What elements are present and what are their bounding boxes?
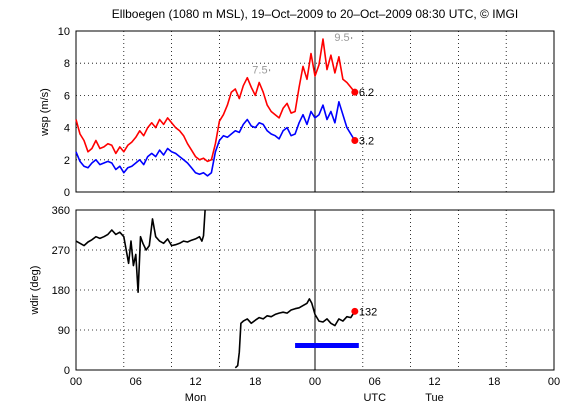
day-label: UTC	[363, 392, 386, 404]
peak-label: 7.5	[252, 64, 267, 76]
y-tick-label: 0	[64, 187, 70, 199]
x-tick-label: 18	[249, 376, 261, 388]
series-line	[234, 298, 356, 369]
end-value-label: 132	[359, 306, 377, 318]
series-line	[75, 209, 206, 293]
chart-title: Ellboegen (1080 m MSL), 19–Oct–2009 to 2…	[112, 7, 518, 21]
panel-wind-direction: 0 90 180 270 360 wdir (deg) 132	[29, 205, 555, 377]
wsp-y-axis-label: wsp (m/s)	[39, 88, 51, 137]
wdir-plot-frame	[75, 209, 555, 371]
x-tick-label: 12	[428, 376, 440, 388]
end-value-label: 6.2	[359, 87, 374, 99]
wsp-y-ticks: 0 2 4 6 8 10	[58, 26, 70, 199]
y-tick-label: 0	[64, 365, 70, 377]
wsp-series: 6.2 7.5 9.5 3.2	[75, 32, 374, 177]
panel-wind-speed: 0 2 4 6 8 10 wsp (m/s) 6.2 7.5 9.5 3.2	[39, 26, 555, 199]
y-tick-label: 6	[64, 90, 70, 102]
x-tick-label: 06	[369, 376, 381, 388]
x-tick-label: 00	[309, 376, 321, 388]
x-tick-label: 00	[70, 376, 82, 388]
series-line	[75, 38, 356, 163]
x-tick-labels: 00 06 12 18 00 06 12 18 00	[70, 376, 560, 388]
y-tick-label: 180	[52, 285, 70, 297]
y-tick-label: 270	[52, 245, 70, 257]
wsp-plot-frame	[75, 30, 555, 193]
x-tick-label: 12	[189, 376, 201, 388]
end-marker	[351, 136, 359, 144]
y-tick-label: 10	[58, 26, 70, 38]
wdir-y-axis-label: wdir (deg)	[29, 266, 41, 316]
wdir-y-ticks: 0 90 180 270 360	[52, 205, 70, 377]
day-label: Mon	[185, 392, 206, 404]
end-marker	[351, 307, 359, 315]
end-marker	[351, 88, 359, 96]
x-tick-label: 06	[130, 376, 142, 388]
day-labels: Mon UTC Tue	[185, 392, 444, 404]
series-line	[75, 101, 356, 177]
y-tick-label: 4	[64, 123, 70, 135]
y-tick-label: 90	[58, 325, 70, 337]
day-label: Tue	[425, 392, 444, 404]
end-value-label: 3.2	[359, 135, 374, 147]
y-tick-label: 2	[64, 155, 70, 167]
peak-label: 9.5	[334, 32, 349, 44]
y-tick-label: 8	[64, 58, 70, 70]
x-tick-label: 00	[548, 376, 560, 388]
x-tick-label: 18	[488, 376, 500, 388]
wdir-series: 132	[75, 209, 377, 369]
y-tick-label: 360	[52, 205, 70, 217]
